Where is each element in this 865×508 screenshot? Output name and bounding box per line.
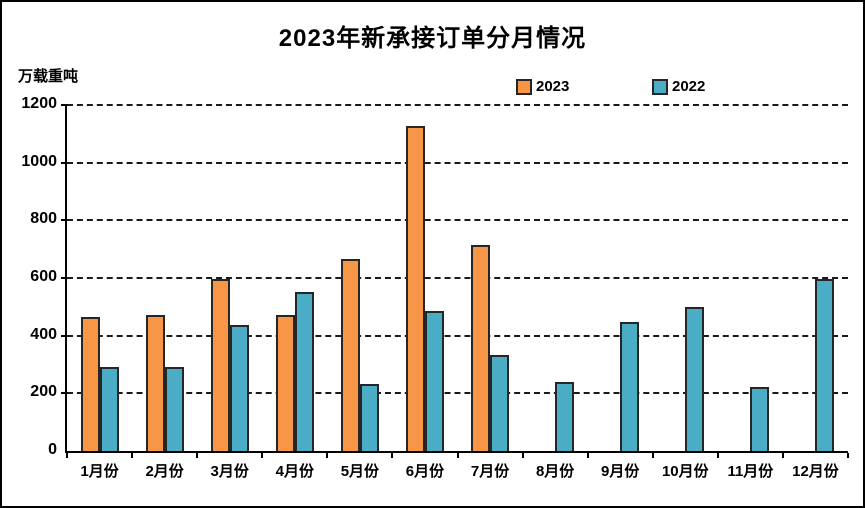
bar-2022-3月份: [229, 325, 249, 451]
legend-item-2022: 2022: [652, 78, 705, 95]
y-axis-label-600: 600: [30, 268, 57, 285]
x-axis-label-5月份: 5月份: [340, 463, 380, 480]
y-axis-tick-200: [61, 392, 67, 395]
bar-2022-1月份: [99, 367, 119, 451]
bar-2023-1月份: [80, 317, 100, 451]
x-axis-tick-9: [651, 453, 654, 458]
y-axis-unit-label: 万载重吨: [18, 68, 79, 85]
bar-2022-9月份: [620, 322, 640, 451]
x-axis-label-1月份: 1月份: [80, 463, 119, 480]
y-axis-tick-1200: [61, 104, 67, 106]
gridline-600: [67, 277, 848, 279]
y-axis-tick-1000: [61, 161, 67, 164]
x-axis-tick-12: [847, 453, 849, 458]
y-axis-label-1200: 1200: [21, 95, 57, 112]
bar-2022-5月份: [359, 384, 379, 451]
y-axis-label-0: 0: [48, 441, 57, 458]
bar-2023-7月份: [471, 245, 491, 451]
gridline-400: [67, 334, 848, 337]
x-axis-tick-7: [521, 453, 524, 458]
x-axis-label-11月份: 11月份: [727, 463, 774, 480]
chart-title: 2023年新承接订单分月情况: [278, 25, 587, 52]
bar-2022-12月份: [815, 279, 835, 451]
x-axis-tick-11: [781, 453, 784, 458]
x-axis-label-10月份: 10月份: [661, 463, 709, 480]
bar-2022-4月份: [294, 292, 314, 451]
legend-label-2022: 2022: [672, 78, 706, 95]
legend-swatch-2022-icon: [652, 78, 668, 95]
x-axis-label-12月份: 12月份: [792, 463, 839, 480]
x-axis-label-9月份: 9月份: [601, 463, 640, 480]
plot-area: 0 200 400 600 800 1000 1200 1月份 2月份 3月份 4月份 5月份 6月份 7…: [21, 95, 849, 480]
bar-2023-4月份: [275, 315, 295, 451]
legend-swatch-2023-icon: [516, 78, 532, 95]
x-axis-tick-4: [326, 453, 329, 458]
x-axis-tick-0: [66, 453, 68, 458]
y-axis-label-800: 800: [30, 210, 57, 228]
bar-2022-7月份: [490, 355, 510, 451]
bar-2022-6月份: [424, 311, 444, 451]
x-axis-label-4月份: 4月份: [275, 463, 314, 480]
y-axis-label-200: 200: [30, 383, 57, 401]
x-axis-tick-3: [261, 453, 264, 458]
bar-2022-2月份: [164, 367, 184, 451]
x-axis-tick-10: [716, 453, 719, 458]
legend-item-2023: 2023: [516, 78, 569, 95]
legend: 2023 2022: [2, 78, 863, 96]
x-axis-tick-8: [586, 453, 589, 458]
bar-2023-2月份: [145, 315, 165, 451]
x-axis-label-2月份: 2月份: [145, 463, 184, 480]
x-axis-tick-6: [456, 453, 459, 458]
bar-2022-10月份: [685, 307, 705, 451]
gridline-800: [67, 219, 848, 222]
gridline-1000: [67, 161, 848, 164]
gridline-200: [67, 392, 848, 395]
x-axis-label-7月份: 7月份: [470, 463, 510, 480]
x-axis-tick-1: [131, 453, 134, 458]
y-axis-label-1000: 1000: [21, 152, 57, 170]
y-axis-label-400: 400: [30, 325, 57, 343]
x-axis-label-8月份: 8月份: [535, 463, 575, 480]
x-axis-tick-5: [391, 453, 394, 458]
bar-2023-5月份: [340, 259, 360, 451]
bar-2023-3月份: [210, 279, 230, 451]
y-axis-tick-400: [61, 334, 67, 337]
x-axis-label-6月份: 6月份: [405, 463, 445, 480]
bar-2022-11月份: [750, 387, 770, 451]
x-axis-tick-2: [196, 453, 199, 458]
legend-label-2023: 2023: [536, 78, 570, 95]
bar-2022-8月份: [555, 382, 575, 451]
gridline-1200: [67, 104, 848, 106]
y-axis-tick-800: [61, 219, 67, 222]
y-axis-tick-600: [61, 277, 67, 279]
bar-2023-6月份: [405, 126, 425, 451]
x-axis-label-3月份: 3月份: [210, 463, 249, 480]
